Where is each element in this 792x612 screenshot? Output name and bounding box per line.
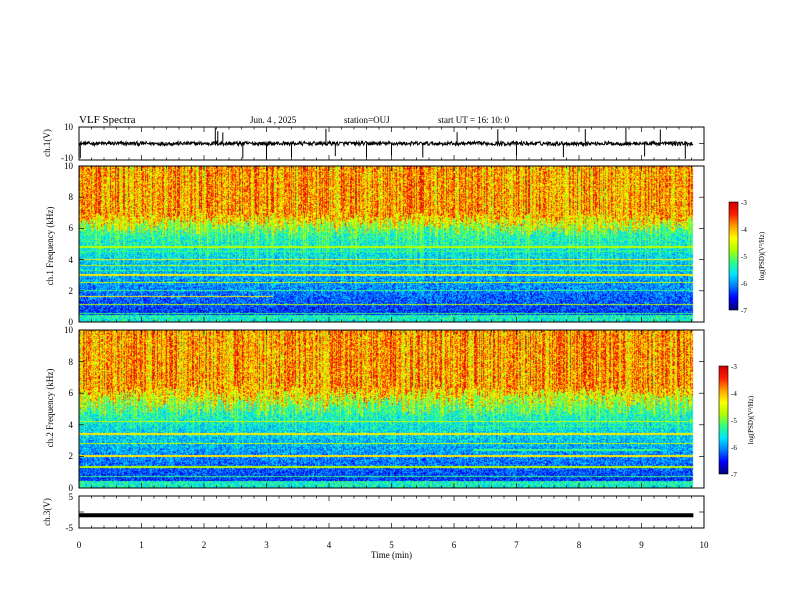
time-tick-label: 3 xyxy=(264,540,269,550)
ch2-spectrogram-ylabel: ch.2 Frequency (kHz) xyxy=(45,369,55,448)
ch2-spectrogram-ticks xyxy=(78,329,705,489)
ch1-freq-tick: 10 xyxy=(64,161,74,171)
ch2-freq-tick: 6 xyxy=(69,388,74,398)
ch1-ytick-top: 10 xyxy=(64,122,74,132)
ch1-spectrogram-image xyxy=(79,166,704,322)
ch1-freq-tick: 4 xyxy=(69,255,74,265)
date-label: Jun. 4 , 2025 xyxy=(250,115,297,125)
ch2-freq-tick: 10 xyxy=(64,325,74,335)
ch1-spectrogram-panel: 0 2 4 6 8 10 ch.1 Frequency (kHz) -3 -4 … xyxy=(45,161,766,327)
ch3-ticks xyxy=(78,496,705,528)
ch2-colorbar-tick: -6 xyxy=(731,444,737,452)
ch1-colorbar-tick: -6 xyxy=(741,280,747,288)
station-label: station=OUJ xyxy=(344,115,390,125)
ch2-freq-tick: 8 xyxy=(69,357,74,367)
time-tick-label: 10 xyxy=(700,540,710,550)
time-tick-label: 8 xyxy=(577,540,582,550)
ch3-ylabel: ch.3(V) xyxy=(42,498,52,526)
ch2-colorbar-tick: -7 xyxy=(731,471,737,479)
time-tick-label: 1 xyxy=(139,540,144,550)
ch3-ytick-bottom: -5 xyxy=(66,523,74,533)
ch1-colorbar-tick: -7 xyxy=(741,307,747,315)
ch1-colorbar-tick: -3 xyxy=(741,199,747,207)
ch2-colorbar-tick: -3 xyxy=(731,363,737,371)
start-time-label: start UT = 16: 10: 0 xyxy=(438,115,510,125)
ch1-colorbar-label: log(PSD)(V²/Hz) xyxy=(758,231,766,280)
ch1-waveform-panel: 10 -10 ch.1(V) xyxy=(42,122,705,163)
figure-title: VLF Spectra xyxy=(79,114,136,126)
ch2-freq-tick: 0 xyxy=(69,483,74,493)
ch1-freq-tick: 6 xyxy=(69,223,74,233)
ch3-ytick-top: 5 xyxy=(69,492,74,502)
ch2-spectrogram-image xyxy=(79,330,704,488)
ch1-colorbar xyxy=(729,202,738,310)
time-tick-label: 2 xyxy=(202,540,207,550)
time-axis-label: Time (min) xyxy=(371,550,412,560)
time-tick-label: 7 xyxy=(514,540,519,550)
ch1-ytick-bottom: -10 xyxy=(61,153,73,163)
ch2-spectrogram-panel: 0 2 4 6 8 10 ch.2 Frequency (kHz) -3 -4 … xyxy=(45,325,755,493)
ch1-colorbar-tick: -4 xyxy=(741,226,747,234)
ch2-colorbar-tick: -4 xyxy=(731,390,737,398)
ch2-colorbar-tick: -5 xyxy=(731,417,737,425)
ch1-spectrogram-ticks xyxy=(78,165,705,323)
ch1-waveform-ticks xyxy=(78,127,705,160)
ch1-freq-tick: 8 xyxy=(69,192,74,202)
time-tick-label: 5 xyxy=(389,540,394,550)
time-tick-label: 4 xyxy=(327,540,332,550)
ch1-freq-tick: 0 xyxy=(69,317,74,327)
time-tick-label: 6 xyxy=(452,540,457,550)
ch1-colorbar-tick: -5 xyxy=(741,253,747,261)
ch1-freq-tick: 2 xyxy=(69,286,74,296)
time-tick-label: 0 xyxy=(77,540,82,550)
ch2-colorbar-label: log(PSD)(V²/Hz) xyxy=(747,395,755,444)
ch1-spectrogram-ylabel: ch.1 Frequency (kHz) xyxy=(45,207,55,286)
ch2-colorbar xyxy=(719,366,728,474)
ch2-freq-tick: 2 xyxy=(69,451,74,461)
time-tick-label: 9 xyxy=(639,540,644,550)
ch1-waveform-ylabel: ch.1(V) xyxy=(42,129,52,157)
ch3-panel: 5 -5 ch.3(V) 0 1 2 3 4 5 6 7 8 9 10 Time… xyxy=(42,492,709,560)
ch1-waveform-line xyxy=(79,127,694,159)
ch2-freq-tick: 4 xyxy=(69,420,74,430)
